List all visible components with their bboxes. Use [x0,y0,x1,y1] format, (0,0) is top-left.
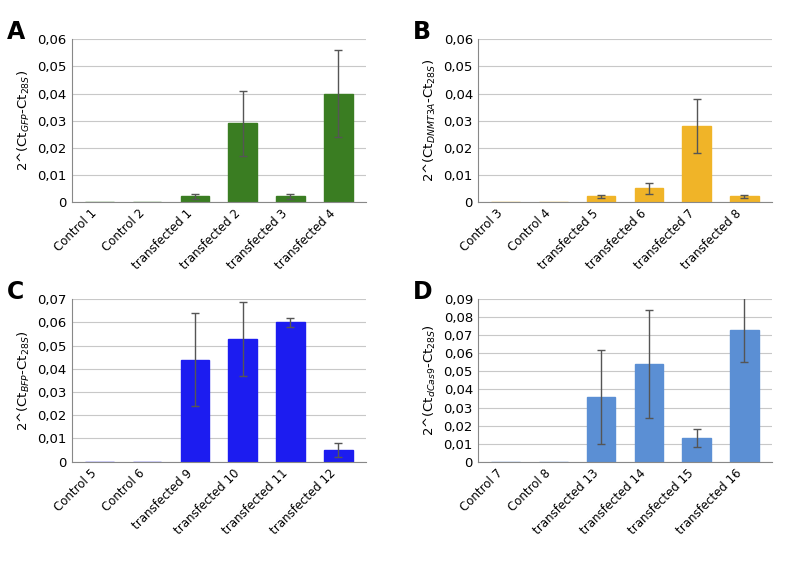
Text: C: C [7,280,24,304]
Bar [587,397,615,462]
Text: D: D [413,280,433,304]
Text: A: A [7,20,25,44]
Bar [634,188,663,202]
Y-axis label: 2^(Ct$_{BFP}$-Ct$_{28S}$): 2^(Ct$_{BFP}$-Ct$_{28S}$) [16,330,32,431]
Bar [181,196,209,202]
Bar [276,323,305,462]
Y-axis label: 2^(Ct$_{GFP}$-Ct$_{28S}$): 2^(Ct$_{GFP}$-Ct$_{28S}$) [16,70,32,171]
Y-axis label: 2^(Ct$_{DNMT3A}$-Ct$_{28S}$): 2^(Ct$_{DNMT3A}$-Ct$_{28S}$) [422,59,438,182]
Bar [181,360,209,462]
Bar [324,93,353,202]
Bar [587,196,615,202]
Bar [276,196,305,202]
Bar [228,123,257,202]
Bar [228,339,257,462]
Bar [324,450,353,462]
Bar [682,438,711,462]
Bar [730,196,759,202]
Bar [730,330,759,462]
Bar [634,364,663,462]
Y-axis label: 2^(Ct$_{dCas9}$-Ct$_{28S}$): 2^(Ct$_{dCas9}$-Ct$_{28S}$) [422,324,438,436]
Text: B: B [413,20,431,44]
Bar [682,126,711,202]
